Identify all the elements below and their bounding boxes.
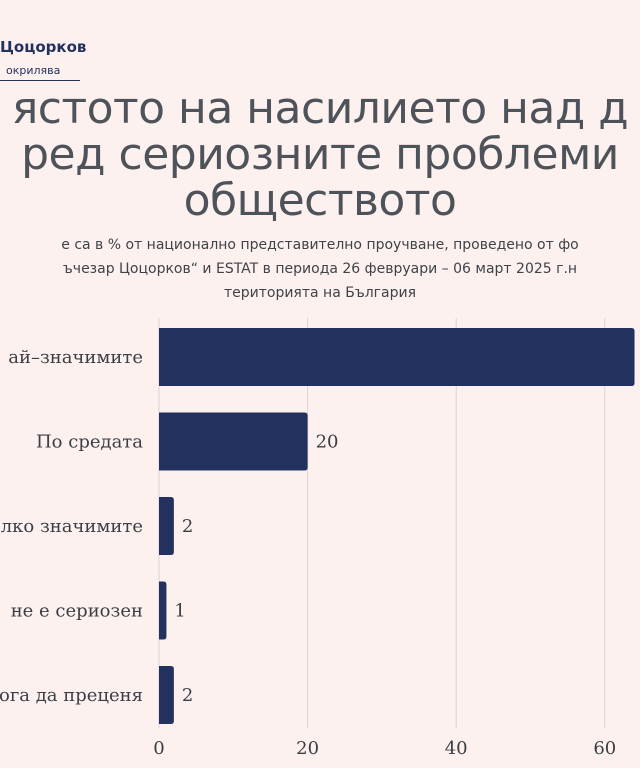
bar-chart: ай–значимите По средата лко значимите не е … <box>0 318 635 759</box>
x-tick-label: 40 <box>445 738 468 759</box>
bar <box>159 497 174 555</box>
logo-name: Цоцорков <box>0 38 87 56</box>
category-labels: ай–значимите По средата лко значимите не е … <box>0 347 143 706</box>
bar <box>159 666 174 724</box>
value-label: 2 <box>182 685 193 706</box>
x-tick-label: 60 <box>593 738 616 759</box>
chart-subtitle-line: ъчезар Цоцорков“ и ESTAT в периода 26 фе… <box>62 261 578 277</box>
category-label: лко значимите <box>1 516 143 537</box>
category-label: По средата <box>36 432 143 453</box>
x-tick-label: 20 <box>296 738 319 759</box>
logo-tagline: окрилява <box>6 64 61 77</box>
value-label: 1 <box>174 601 185 622</box>
bar <box>159 581 167 640</box>
chart-subtitle-line: територията на България <box>223 285 417 301</box>
chart-title: ястото на насилието над д ред сериозните… <box>0 86 640 224</box>
x-axis-ticks: 0 20 40 60 <box>153 738 616 759</box>
chart-subtitle: е са в % от национално представително пр… <box>0 233 640 305</box>
chart-subtitle-line: е са в % от национално представително пр… <box>61 237 579 253</box>
bars <box>159 328 635 724</box>
x-tick-label: 0 <box>153 738 164 759</box>
chart-title-line: ястото на насилието над д <box>11 83 629 134</box>
category-label: ай–значимите <box>8 347 143 368</box>
chart-title-line: ред сериозните проблеми <box>21 129 619 180</box>
category-label: не е сериозен <box>11 601 143 622</box>
bar <box>159 412 308 471</box>
chart-title-line: обществото <box>183 175 457 226</box>
bar <box>159 328 635 386</box>
value-labels: 20 2 1 2 <box>174 432 338 707</box>
value-label: 2 <box>182 516 193 537</box>
logo-underline <box>0 80 80 81</box>
category-label: ога да преценя <box>0 685 143 706</box>
value-label: 20 <box>316 432 339 453</box>
